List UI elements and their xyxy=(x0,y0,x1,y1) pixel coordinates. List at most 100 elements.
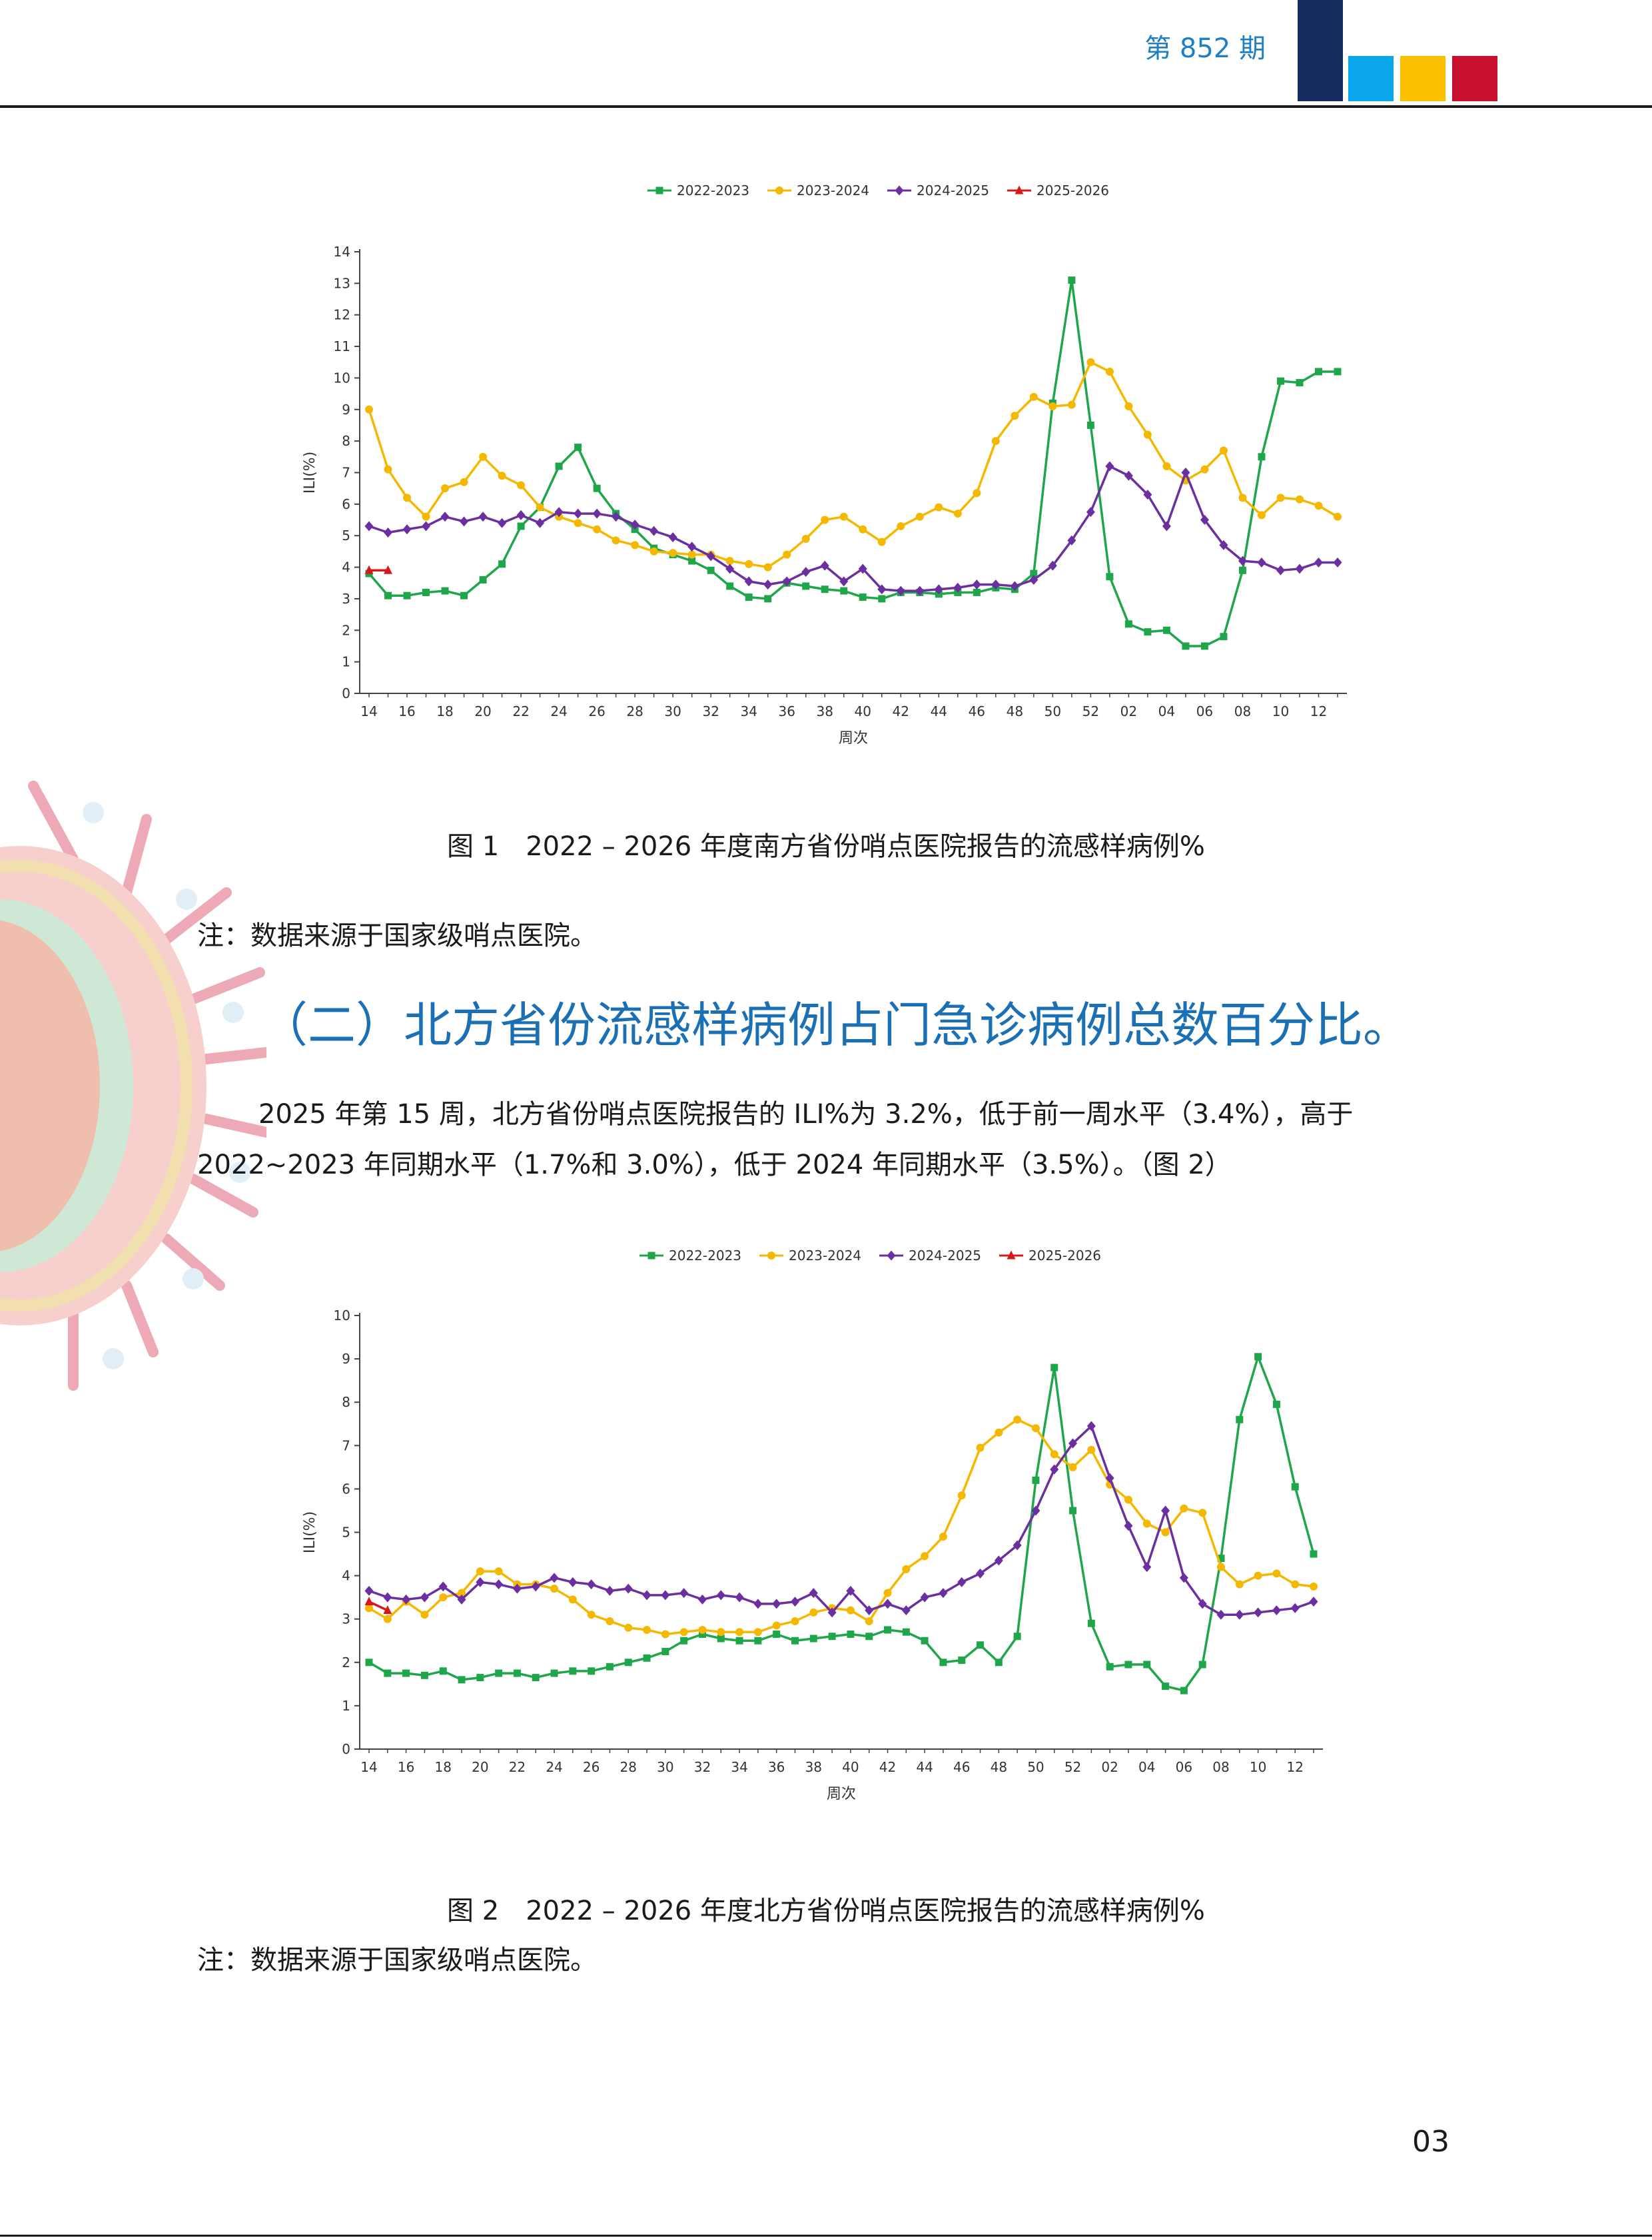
figure-2-note: 注：数据来源于国家级哨点医院。 xyxy=(197,1945,597,1976)
data-point xyxy=(687,550,696,559)
data-point xyxy=(384,565,393,574)
legend-marker-2023-2024 xyxy=(775,187,783,194)
y-tick-label: 11 xyxy=(334,338,350,354)
x-tick-label: 20 xyxy=(472,1759,488,1775)
data-point xyxy=(531,1581,540,1592)
data-point xyxy=(991,437,1000,446)
data-point xyxy=(698,1625,707,1634)
data-point xyxy=(1069,1507,1077,1515)
data-point xyxy=(457,1594,466,1605)
x-tick-label: 26 xyxy=(588,703,605,719)
data-point xyxy=(661,1648,669,1656)
data-point xyxy=(1124,1661,1132,1669)
y-tick-label: 3 xyxy=(342,1611,350,1627)
data-point xyxy=(1124,620,1132,628)
x-tick-label: 36 xyxy=(768,1759,785,1775)
x-tick-label: 34 xyxy=(740,703,757,719)
data-point xyxy=(1050,1450,1058,1459)
data-point xyxy=(1272,1569,1281,1578)
data-point xyxy=(953,582,963,593)
data-point xyxy=(953,510,962,518)
data-point xyxy=(717,1628,725,1637)
legend-item-2024-2025: 2024-2025 xyxy=(879,1248,981,1264)
body-paragraph: 2025 年第 15 周，北方省份哨点医院报告的 ILI%为 3.2%，低于前一… xyxy=(197,1099,1354,1180)
x-tick-label: 38 xyxy=(817,703,833,719)
x-tick-label: 08 xyxy=(1212,1759,1229,1775)
x-tick-label: 42 xyxy=(879,1759,896,1775)
data-point xyxy=(1161,1505,1170,1516)
data-point xyxy=(605,1585,614,1596)
data-point xyxy=(1068,1463,1077,1471)
legend-item-2022-2023: 2022-2023 xyxy=(639,1248,741,1264)
legend-label-2025-2026: 2025-2026 xyxy=(1029,1248,1101,1264)
legend-marker-2024-2025 xyxy=(895,185,904,196)
data-point xyxy=(420,1671,428,1679)
data-point xyxy=(568,1595,577,1604)
chart-figure-2: 2022-2023 2023-2024 2024-2025 2025-20260123… xyxy=(302,1248,1323,1802)
y-tick-label: 3 xyxy=(342,591,350,607)
data-point xyxy=(1029,575,1038,585)
data-point xyxy=(847,1630,855,1638)
y-tick-label: 14 xyxy=(334,244,350,260)
data-point xyxy=(458,1589,466,1597)
data-point xyxy=(550,1669,558,1677)
data-point xyxy=(1031,1505,1040,1516)
data-point xyxy=(939,1533,947,1541)
data-point xyxy=(679,1628,688,1637)
data-point xyxy=(1272,1400,1280,1408)
data-point xyxy=(365,1659,373,1667)
data-point xyxy=(772,1621,781,1630)
data-point xyxy=(1106,1663,1114,1671)
data-point xyxy=(1050,1363,1058,1371)
data-point xyxy=(513,1669,521,1677)
x-tick-label: 42 xyxy=(893,703,909,719)
series-2023-2024 xyxy=(365,1415,1318,1639)
data-point xyxy=(782,576,791,587)
data-point xyxy=(383,1615,392,1623)
data-point xyxy=(494,1579,504,1590)
data-point xyxy=(1124,402,1133,411)
x-tick-label: 32 xyxy=(694,1759,711,1775)
legend-label-2022-2023: 2022-2023 xyxy=(677,183,749,198)
data-point xyxy=(439,1593,448,1602)
x-tick-label: 32 xyxy=(702,703,719,719)
y-tick-label: 2 xyxy=(342,1655,350,1671)
data-point xyxy=(1295,495,1304,504)
data-point xyxy=(840,587,848,595)
data-point xyxy=(884,1626,892,1634)
series-2025-2026 xyxy=(364,565,393,574)
data-point xyxy=(1276,565,1285,575)
data-point xyxy=(878,595,886,603)
data-point xyxy=(460,478,468,486)
data-point xyxy=(801,534,810,543)
y-tick-label: 12 xyxy=(334,307,350,323)
data-point xyxy=(495,1669,503,1677)
legend-label-2024-2025: 2024-2025 xyxy=(917,183,989,198)
data-point xyxy=(1309,1597,1318,1607)
data-point xyxy=(791,1617,799,1625)
data-point xyxy=(735,1592,744,1603)
x-tick-label: 38 xyxy=(805,1759,822,1775)
header-color-bar-red xyxy=(1452,56,1497,101)
data-point xyxy=(1143,1661,1151,1669)
data-point xyxy=(550,1585,559,1593)
x-tick-label: 48 xyxy=(991,1759,1007,1775)
data-point xyxy=(1086,507,1095,518)
x-tick-label: 36 xyxy=(778,703,795,719)
y-tick-label: 7 xyxy=(342,1437,350,1453)
legend-label-2025-2026: 2025-2026 xyxy=(1036,183,1109,198)
data-point xyxy=(858,563,867,574)
data-point xyxy=(1290,1603,1300,1613)
data-point xyxy=(957,1577,967,1587)
data-point xyxy=(859,525,867,534)
y-tick-label: 0 xyxy=(342,1741,350,1757)
series-2022-2023 xyxy=(365,1353,1318,1694)
data-point xyxy=(991,579,1001,590)
data-point xyxy=(649,526,659,536)
y-tick-label: 8 xyxy=(342,433,350,449)
legend-label-2023-2024: 2023-2024 xyxy=(797,183,869,198)
data-point xyxy=(587,1579,596,1590)
data-point xyxy=(1031,1424,1040,1433)
data-point xyxy=(384,591,392,599)
data-point xyxy=(1067,535,1076,546)
